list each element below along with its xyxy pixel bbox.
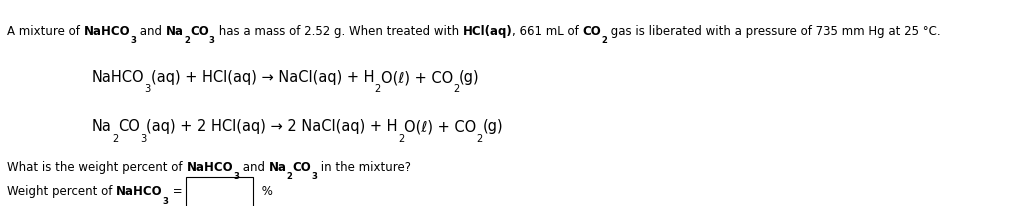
Text: NaHCO: NaHCO [84, 25, 130, 38]
Text: 3: 3 [209, 36, 215, 45]
Text: and: and [239, 161, 269, 174]
Text: O(ℓ) + CO: O(ℓ) + CO [404, 119, 477, 135]
Text: What is the weight percent of: What is the weight percent of [7, 161, 186, 174]
Text: 2: 2 [184, 36, 190, 45]
Text: and: and [136, 25, 166, 38]
Text: 2: 2 [602, 36, 608, 45]
Text: (aq) + 2 HCl(aq) → 2 NaCl(aq) + H: (aq) + 2 HCl(aq) → 2 NaCl(aq) + H [146, 119, 398, 135]
Text: has a mass of 2.52 g. When treated with: has a mass of 2.52 g. When treated with [215, 25, 462, 38]
Text: Na: Na [269, 161, 286, 174]
Text: NaHCO: NaHCO [92, 70, 144, 85]
Text: CO: CO [119, 119, 140, 135]
Text: O(ℓ) + CO: O(ℓ) + CO [381, 70, 453, 85]
Text: 2: 2 [453, 84, 459, 95]
Text: 2: 2 [112, 134, 119, 144]
Text: NaHCO: NaHCO [186, 161, 233, 174]
Text: 2: 2 [374, 84, 381, 95]
Text: (g): (g) [483, 119, 503, 135]
Text: 2: 2 [286, 172, 293, 181]
Text: CO: CO [190, 25, 209, 38]
Text: (g): (g) [459, 70, 480, 85]
Text: 2: 2 [477, 134, 483, 144]
Text: Na: Na [166, 25, 184, 38]
Text: 2: 2 [398, 134, 404, 144]
Text: CO: CO [293, 161, 311, 174]
Text: 3: 3 [144, 84, 151, 95]
Text: A mixture of: A mixture of [7, 25, 84, 38]
Text: %: % [258, 185, 273, 198]
Text: 3: 3 [163, 197, 169, 206]
Text: 3: 3 [130, 36, 136, 45]
Text: 3: 3 [311, 172, 317, 181]
Text: =: = [169, 185, 186, 198]
Text: HCl(aq): HCl(aq) [462, 25, 513, 38]
Text: Weight percent of: Weight percent of [7, 185, 117, 198]
Text: 3: 3 [233, 172, 239, 181]
Text: , 661 mL of: , 661 mL of [513, 25, 583, 38]
Text: 3: 3 [140, 134, 146, 144]
Text: Na: Na [92, 119, 112, 135]
Text: (aq) + HCl(aq) → NaCl(aq) + H: (aq) + HCl(aq) → NaCl(aq) + H [151, 70, 374, 85]
Text: in the mixture?: in the mixture? [317, 161, 411, 174]
Text: NaHCO: NaHCO [117, 185, 163, 198]
Text: gas is liberated with a pressure of 735 mm Hg at 25 °C.: gas is liberated with a pressure of 735 … [608, 25, 941, 38]
Text: CO: CO [583, 25, 602, 38]
